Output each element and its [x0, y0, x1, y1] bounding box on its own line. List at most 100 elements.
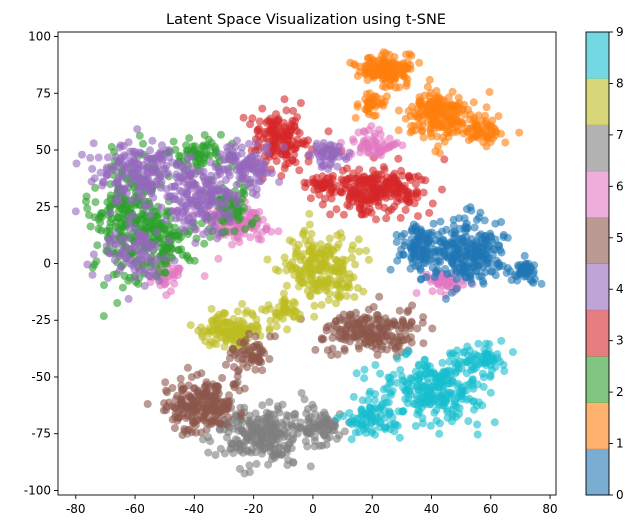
data-point-class-1 — [381, 83, 390, 92]
data-point-class-9 — [371, 390, 380, 399]
data-point-class-9 — [396, 366, 405, 374]
data-point-class-4 — [122, 189, 131, 197]
data-point-class-3 — [358, 195, 367, 204]
data-point-class-8 — [317, 300, 326, 309]
data-point-class-9 — [420, 361, 429, 370]
data-point-class-9 — [360, 365, 369, 374]
data-point-class-5 — [407, 317, 416, 326]
data-point-class-8 — [231, 329, 240, 338]
data-point-class-8 — [291, 299, 299, 308]
data-point-class-0 — [425, 256, 434, 265]
data-point-class-3 — [397, 166, 406, 175]
data-point-class-9 — [370, 396, 379, 405]
data-point-class-3 — [360, 187, 369, 196]
data-point-class-4 — [217, 228, 226, 237]
data-point-class-1 — [362, 66, 371, 74]
data-point-class-6 — [258, 215, 267, 224]
data-point-class-1 — [452, 122, 461, 131]
data-point-class-8 — [280, 253, 289, 262]
data-point-class-9 — [438, 358, 447, 367]
data-point-class-5 — [234, 354, 243, 363]
data-point-class-8 — [355, 247, 364, 256]
data-point-class-3 — [306, 194, 315, 203]
data-point-class-1 — [483, 133, 492, 142]
data-point-class-8 — [331, 255, 340, 264]
data-point-class-4 — [106, 208, 115, 217]
data-point-class-7 — [290, 410, 299, 419]
data-point-class-5 — [143, 400, 152, 408]
data-point-class-5 — [258, 366, 267, 375]
data-point-class-4 — [263, 149, 272, 158]
data-point-class-3 — [371, 170, 380, 179]
y-axis: -100 -75 -50 -25 0 25 50 75 100 — [24, 30, 58, 497]
data-point-class-8 — [213, 334, 222, 343]
data-point-class-8 — [247, 322, 255, 331]
data-point-class-5 — [355, 344, 364, 353]
data-point-class-8 — [339, 273, 348, 282]
data-point-class-7 — [258, 449, 266, 458]
data-point-class-4 — [182, 225, 191, 234]
data-point-class-9 — [365, 389, 374, 398]
data-point-class-4 — [247, 183, 256, 192]
data-point-class-5 — [428, 324, 437, 333]
colorbar-segment-8 — [586, 78, 609, 126]
data-point-class-4 — [71, 207, 80, 216]
data-point-class-3 — [270, 130, 279, 139]
data-point-class-5 — [183, 363, 192, 372]
data-point-class-5 — [399, 318, 408, 327]
data-point-class-8 — [215, 326, 223, 335]
data-point-class-1 — [425, 75, 434, 84]
data-point-class-7 — [239, 427, 248, 436]
data-point-class-4 — [133, 159, 142, 168]
data-point-class-8 — [316, 281, 325, 290]
data-point-class-6 — [360, 136, 368, 145]
data-point-class-9 — [450, 389, 459, 398]
data-point-class-4 — [156, 183, 165, 192]
data-point-class-4 — [228, 156, 237, 165]
data-point-class-4 — [191, 239, 200, 248]
data-point-class-9 — [443, 405, 452, 414]
data-point-class-4 — [104, 153, 112, 162]
data-point-class-8 — [310, 312, 319, 321]
data-point-class-3 — [295, 166, 304, 175]
data-point-class-8 — [305, 220, 314, 229]
data-point-class-1 — [482, 103, 491, 112]
data-point-class-8 — [271, 265, 280, 274]
data-point-class-0 — [495, 241, 504, 250]
data-point-class-9 — [497, 336, 506, 345]
data-point-class-0 — [397, 245, 406, 254]
data-point-class-0 — [442, 225, 451, 234]
data-point-class-5 — [257, 358, 266, 367]
data-point-class-1 — [394, 126, 403, 135]
data-point-class-8 — [312, 287, 321, 295]
data-point-class-5 — [360, 313, 369, 322]
data-point-class-5 — [202, 378, 211, 387]
data-point-class-3 — [388, 178, 397, 187]
data-point-class-3 — [438, 185, 446, 194]
data-point-class-7 — [206, 437, 215, 446]
data-point-class-4 — [221, 154, 230, 163]
data-point-class-8 — [305, 209, 314, 218]
colorbar-segment-7 — [586, 124, 609, 172]
data-point-class-8 — [307, 229, 316, 238]
data-point-class-4 — [314, 149, 322, 158]
data-point-class-8 — [243, 306, 251, 315]
data-point-class-0 — [479, 279, 488, 288]
data-point-class-2 — [99, 312, 108, 321]
data-point-class-4 — [104, 274, 112, 283]
data-point-class-8 — [282, 281, 291, 290]
data-point-class-2 — [165, 242, 174, 251]
colorbar-segment-3 — [586, 309, 609, 357]
data-point-class-5 — [162, 386, 170, 395]
data-point-class-0 — [481, 235, 490, 244]
data-point-class-6 — [274, 227, 283, 236]
data-point-class-3 — [394, 179, 403, 188]
data-point-class-2 — [118, 205, 127, 214]
data-point-class-4 — [172, 214, 181, 223]
data-point-class-8 — [207, 304, 216, 313]
data-point-class-0 — [421, 250, 429, 259]
data-point-class-3 — [401, 206, 410, 214]
data-point-class-1 — [467, 134, 476, 143]
data-point-class-3 — [318, 200, 327, 209]
data-point-class-4 — [214, 198, 223, 207]
